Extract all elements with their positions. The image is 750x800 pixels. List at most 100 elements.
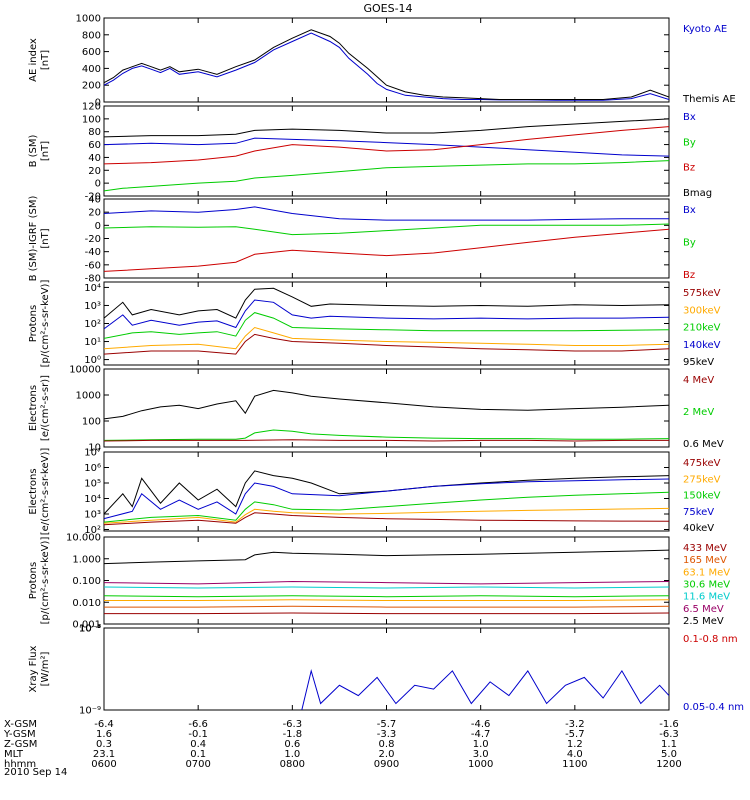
y-tick-label: 600 — [82, 47, 101, 58]
y-tick-label: 0 — [95, 98, 101, 109]
x-tick-label: -4.6 — [471, 719, 491, 730]
y-tick-label: 800 — [82, 30, 101, 41]
x-tick-label: -4.7 — [471, 729, 491, 740]
series-line-165-mev — [104, 605, 669, 608]
series-line-140kev — [104, 299, 669, 330]
series-line-4-mev — [104, 439, 669, 442]
y-tick-label: 200 — [82, 81, 101, 92]
y-tick-label: 10² — [84, 319, 101, 330]
legend-entry: 275keV — [683, 474, 721, 485]
y-tick-label: -80 — [85, 274, 101, 285]
x-tick-label: 1.6 — [96, 729, 112, 740]
legend-entry: 0.1-0.8 nm — [683, 634, 738, 645]
legend-entry: Bz — [683, 270, 695, 281]
panel-xray: 10⁻⁹ 10⁻⁸10⁻⁷10⁻⁶ Xray Flux [W/m²] 0.1-0.8 n… — [28, 624, 744, 717]
series-line-210kev — [104, 312, 669, 339]
y-tick-label: 1.000 — [72, 554, 101, 565]
x-tick-label: -5.7 — [565, 729, 585, 740]
legend-entry: 140keV — [683, 340, 721, 351]
y-tick-label: 0.100 — [72, 576, 101, 587]
series-group — [104, 206, 669, 272]
y-tick-label: 10¹ — [84, 337, 101, 348]
y-axis-label: Protons — [28, 562, 39, 599]
y-tick-label: 1000 — [76, 391, 101, 402]
y-axis-label: Electrons — [28, 468, 39, 514]
x-axis: X-GSM -6.4 -6.6 -6.3 -5.7 -4.6 -3.2 -1.6 Y-GSM 1.… — [3, 719, 682, 770]
y-tick-label: 10³ — [84, 301, 101, 312]
legend-entry: 95keV — [683, 357, 714, 368]
series-line-2-5-mev — [104, 549, 669, 565]
y-tick-label: 10000 — [69, 365, 101, 376]
series-line-40kev — [104, 470, 669, 515]
legend-entry: 210keV — [683, 323, 721, 334]
y-tick-label: 40 — [88, 195, 101, 206]
x-tick-label: 0.1 — [190, 749, 206, 760]
y-tick-label: 10⁻⁹ — [79, 706, 101, 717]
series-group — [104, 287, 669, 355]
y-tick-label: 10⁰ — [84, 355, 101, 366]
series-line-30-6-mev — [104, 595, 669, 598]
x-tick-label: 0800 — [280, 759, 305, 770]
y-axis-label: [nT] — [40, 228, 51, 248]
x-tick-label: 0600 — [91, 759, 116, 770]
x-tick-label: -1.8 — [283, 729, 303, 740]
x-tick-label: -0.1 — [188, 729, 208, 740]
y-tick-label: -40 — [85, 247, 101, 258]
legend-entry: 11.6 MeV — [683, 592, 730, 603]
panel-frame — [103, 536, 670, 625]
x-tick-label: 0700 — [185, 759, 210, 770]
series-line-300kev — [104, 326, 669, 350]
y-tick-label: 10.000 — [66, 533, 101, 544]
y-tick-label: 0 — [95, 221, 101, 232]
series-line-bx — [104, 206, 669, 221]
y-axis-label: AE index — [28, 38, 39, 82]
x-tick-label: 1100 — [562, 759, 587, 770]
y-axis-label: Electrons — [28, 385, 39, 431]
legend-entry: 433 MeV — [683, 543, 727, 554]
legend-entry: Kyoto AE — [683, 24, 727, 35]
y-tick-label: 100 — [82, 114, 101, 125]
series-line-bz — [104, 228, 669, 272]
legend-entry: 165 MeV — [683, 555, 727, 566]
series-group — [104, 549, 669, 615]
panel-b-igrf: -80 -60 -40 -20 0 20 40 B (SM)-IGRF (SM) [nT] Bx B… — [28, 195, 696, 285]
series-group — [104, 29, 669, 101]
legend-entry: 0.6 MeV — [683, 439, 724, 450]
panel-electrons-low: 10² 10³ 10⁴ 10⁵ 10⁶ 10⁷ Electrons [e/(cm²-s-sr-… — [28, 448, 721, 536]
x-tick-label: 3.0 — [473, 749, 489, 760]
y-tick-label: 1000 — [76, 14, 101, 25]
x-tick-label: 0900 — [374, 759, 399, 770]
y-axis-label: B (SM)-IGRF (SM) — [28, 196, 39, 282]
y-tick-label: 400 — [82, 64, 101, 75]
y-axis-label: Xray Flux — [28, 645, 39, 692]
panel-protons-low: 10⁰ 10¹ 10² 10³ 10⁴ Protons [p/(cm²-s-sr-keV)]… — [28, 280, 721, 368]
y-tick-label: 100 — [82, 417, 101, 428]
series-line-433-mev — [104, 612, 669, 615]
legend-entry: Bx — [683, 112, 696, 123]
y-tick-label: 80 — [88, 127, 101, 138]
x-tick-label: -5.7 — [377, 719, 397, 730]
legend-entry: 575keV — [683, 288, 721, 299]
y-tick-label: -20 — [85, 192, 101, 203]
x-tick-label: 1.1 — [661, 739, 677, 750]
x-row-label: Z-GSM — [4, 739, 37, 750]
y-tick-label: 10⁻⁶ — [79, 624, 101, 635]
legend-entry: 75keV — [683, 507, 714, 518]
y-tick-label: 120 — [82, 102, 101, 113]
y-tick-label: 0 — [95, 179, 101, 190]
y-tick-label: 10⁶ — [84, 463, 101, 474]
series-line-75kev — [104, 478, 669, 520]
series-line-bz — [104, 126, 669, 165]
y-axis-label: [p/(cm²-s-sr-keV)] — [40, 537, 51, 625]
y-tick-label: -60 — [85, 260, 101, 271]
chart-title: GOES-14 — [363, 2, 412, 15]
x-row-label: Y-GSM — [3, 729, 36, 740]
x-row-label: X-GSM — [4, 719, 37, 730]
x-tick-label: 1.0 — [284, 749, 300, 760]
series-line-63-1-mev — [104, 599, 669, 601]
x-tick-label: 0.4 — [190, 739, 206, 750]
panel-protons-high: 0.001 0.010 0.100 1.000 10.000 Protons [p/(cm²… — [28, 533, 730, 631]
y-tick-label: 40 — [88, 153, 101, 164]
y-axis-label: [p/(cm²-s-sr-keV)] — [40, 280, 51, 368]
